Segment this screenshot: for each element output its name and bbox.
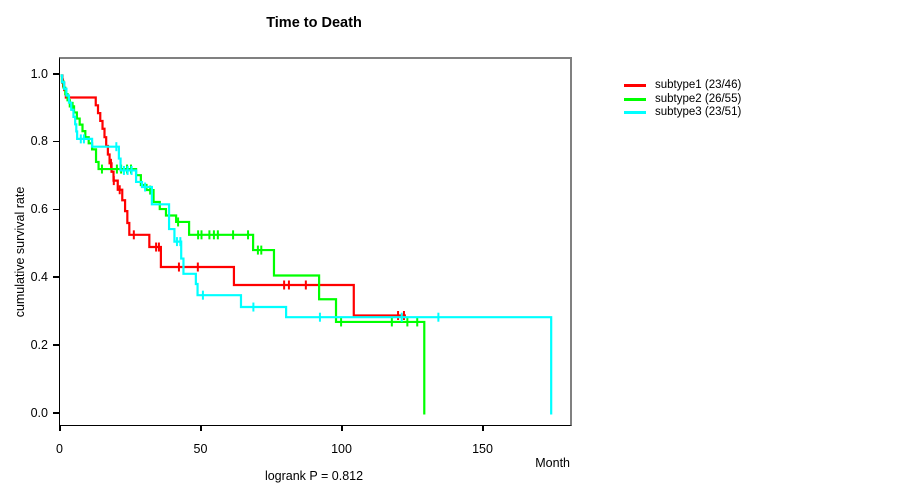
survival-curves-canvas <box>60 74 553 415</box>
y-axis-tick <box>52 73 59 75</box>
y-axis-tick-label: 0.8 <box>30 134 48 149</box>
legend-label: subtype1 (23/46) <box>655 79 742 92</box>
chart-title: Time to Death <box>266 15 362 31</box>
y-axis-tick <box>52 140 59 143</box>
y-axis-tick <box>52 276 59 278</box>
x-axis-tick-label: 50 <box>193 442 208 456</box>
legend-line-sample <box>624 111 646 115</box>
y-axis-tick <box>52 344 59 346</box>
legend-row: subtype1 (23/46) <box>624 79 741 93</box>
y-axis-tick-label: 0.2 <box>30 337 48 352</box>
logrank-p-value: logrank P = 0.812 <box>264 469 364 483</box>
y-axis-tick <box>52 412 59 414</box>
y-axis-tick-label: 0.0 <box>30 405 48 420</box>
x-axis-tick <box>341 424 343 431</box>
legend-row: subtype3 (23/51) <box>624 106 741 120</box>
plot-area <box>59 57 572 426</box>
legend-line-sample <box>624 84 646 88</box>
survival-curve <box>60 74 426 415</box>
y-axis-tick-label: 0.4 <box>30 269 48 284</box>
survival-curve <box>60 74 553 415</box>
y-axis-tick <box>52 208 59 211</box>
x-axis-tick-label: 150 <box>472 442 493 456</box>
legend-label: subtype2 (26/55) <box>655 92 742 105</box>
legend-line-sample <box>624 97 646 101</box>
legend: subtype1 (23/46) subtype2 (26/55) subtype3… <box>624 79 741 120</box>
x-axis-tick-label: 0 <box>56 442 63 456</box>
survival-curve <box>60 74 406 317</box>
x-axis-tick-label: 100 <box>331 442 352 456</box>
x-axis-tick <box>59 424 61 431</box>
y-axis-tick-label: 1.0 <box>30 66 48 81</box>
x-axis-tick <box>200 424 202 431</box>
y-axis-tick-label: 0.6 <box>30 202 48 217</box>
x-axis-label: Month <box>535 456 570 470</box>
legend-label: subtype3 (23/51) <box>655 106 742 119</box>
x-axis-tick <box>482 424 484 431</box>
legend-row: subtype2 (26/55) <box>624 93 741 107</box>
